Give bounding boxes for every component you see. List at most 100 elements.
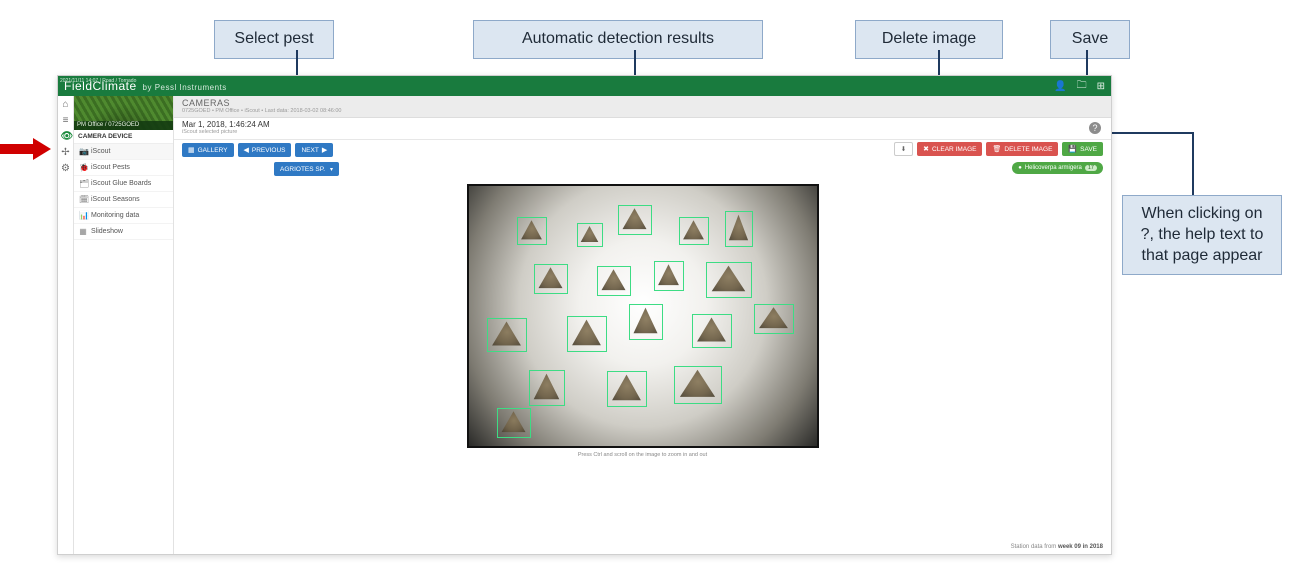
detection-box[interactable] — [654, 261, 684, 291]
annotation-red-arrow — [0, 138, 55, 160]
chevron-right-icon: ▶ — [322, 146, 327, 154]
btn-label: GALLERY — [198, 147, 228, 154]
previous-button[interactable]: ◀PREVIOUS — [238, 143, 292, 157]
detection-box[interactable] — [529, 370, 565, 406]
save-icon: 💾 — [1068, 145, 1077, 153]
date-bar: Mar 1, 2018, 1:46:24 AM iScout selected … — [174, 118, 1111, 140]
detection-box[interactable] — [679, 217, 709, 245]
sidebar-item-label: Slideshow — [91, 228, 123, 235]
detection-box[interactable] — [674, 366, 722, 404]
delete-image-button[interactable]: 🗑DELETE IMAGE — [986, 142, 1058, 156]
pest-dropdown-label: AGRIOTES SP. — [280, 166, 325, 173]
detection-box[interactable] — [629, 304, 663, 340]
detection-box[interactable] — [517, 217, 547, 245]
left-rail: ⌂ ≡ 👁 ✢ ⚙ — [58, 96, 74, 554]
rail-eye-icon[interactable]: 👁 — [61, 132, 71, 142]
rail-gear-icon[interactable]: ⚙ — [61, 164, 71, 174]
help-button[interactable]: ? — [1089, 122, 1101, 134]
detection-count: 17 — [1085, 165, 1097, 171]
chart-icon: 📊 — [79, 211, 87, 220]
sidebar-item-label: iScout Seasons — [91, 196, 140, 203]
leader — [1192, 132, 1194, 195]
topbar-right: 👤 🗀 ⊞ — [1054, 76, 1105, 96]
sidebar-item-iscout[interactable]: 📷 iScout — [74, 144, 173, 160]
user-icon[interactable]: 👤 — [1054, 81, 1066, 92]
callout-select-pest: Select pest — [214, 20, 334, 59]
btn-label: CLEAR IMAGE — [932, 146, 976, 153]
rail-chart-icon[interactable]: ≡ — [61, 116, 71, 126]
gallery-button[interactable]: ▦GALLERY — [182, 143, 234, 157]
detection-pill[interactable]: ● Helicoverpa armigera 17 — [1012, 162, 1103, 174]
detection-box[interactable] — [567, 316, 607, 352]
sidebar-list: 📷 iScout 🐞iScout Pests 🗂iScout Glue Board… — [74, 144, 173, 240]
trash-icon: 🗑 — [992, 145, 1001, 153]
camera-icon: 📷 — [79, 147, 87, 156]
sidebar: PM Office / 0725GOED CAMERA DEVICE 📷iSco… — [74, 96, 174, 554]
sidebar-item-slideshow[interactable]: ▦ Slideshow — [74, 224, 173, 240]
image-subtitle: iScout selected picture — [182, 129, 1103, 135]
detection-box[interactable] — [754, 304, 794, 334]
detection-box[interactable] — [577, 223, 603, 247]
btn-label: SAVE — [1080, 146, 1097, 153]
btn-label: PREVIOUS — [252, 147, 286, 154]
next-button[interactable]: NEXT ▶ — [295, 143, 333, 157]
clear-image-button[interactable]: ✖CLEAR IMAGE — [917, 142, 982, 156]
detection-box[interactable] — [534, 264, 568, 294]
topbar-tiny: 2021/11/11 14:07 | Road / Tornado — [60, 78, 136, 84]
page-title: CAMERAS — [182, 98, 1103, 108]
chevron-left-icon: ◀ — [244, 146, 249, 154]
chevron-down-icon: ▾ — [330, 166, 333, 173]
pest-row: AGRIOTES SP. ▾ ● Helicoverpa armigera 17 — [174, 160, 1111, 178]
pest-dropdown[interactable]: AGRIOTES SP. ▾ — [274, 162, 339, 176]
detection-box[interactable] — [597, 266, 631, 296]
zoom-hint: Press Ctrl and scroll on the image to zo… — [174, 448, 1111, 462]
download-icon: ⬇ — [901, 145, 906, 153]
sidebar-item-glue[interactable]: 🗂iScout Glue Boards — [74, 176, 173, 192]
sidebar-item-label: iScout Pests — [91, 164, 130, 171]
calendar-icon: 🗓 — [79, 195, 87, 204]
detection-box[interactable] — [607, 371, 647, 407]
download-button[interactable]: ⬇ — [894, 142, 913, 156]
detection-box[interactable] — [706, 262, 752, 298]
leader — [1102, 132, 1192, 134]
footer-status: Station data from week 09 in 2018 — [1011, 544, 1103, 550]
breadcrumb-sub: 0725GOED • PM Office • iScout • Last dat… — [182, 108, 1103, 114]
detection-box[interactable] — [487, 318, 527, 352]
sidebar-thumbnail[interactable]: PM Office / 0725GOED — [74, 96, 173, 130]
sidebar-thumb-label: PM Office / 0725GOED — [74, 121, 173, 130]
detection-box[interactable] — [497, 408, 531, 438]
folder-icon[interactable]: 🗀 — [1077, 78, 1087, 95]
detection-box[interactable] — [692, 314, 732, 348]
image-area: Press Ctrl and scroll on the image to zo… — [174, 178, 1111, 468]
callout-text: Automatic detection results — [522, 30, 714, 47]
sidebar-item-seasons[interactable]: 🗓 iScout Seasons — [74, 192, 173, 208]
callout-text: When clicking on ?, the help text to tha… — [1141, 205, 1264, 264]
breadcrumb-bar: CAMERAS 0725GOED • PM Office • iScout • … — [174, 96, 1111, 118]
board-icon: 🗂 — [79, 179, 87, 188]
sidebar-item-label: Monitoring data — [91, 212, 139, 219]
sidebar-item-pests[interactable]: 🐞iScout Pests — [74, 160, 173, 176]
main-panel: CAMERAS 0725GOED • PM Office • iScout • … — [174, 96, 1111, 554]
callout-text: Save — [1072, 30, 1108, 47]
trap-image[interactable] — [467, 184, 819, 448]
callout-save: Save — [1050, 20, 1130, 59]
rail-cactus-icon[interactable]: ✢ — [61, 148, 71, 158]
callout-delete: Delete image — [855, 20, 1003, 59]
detection-label: Helicoverpa armigera — [1025, 165, 1082, 171]
image-timestamp: Mar 1, 2018, 1:46:24 AM — [182, 120, 1103, 129]
sidebar-item-monitoring[interactable]: 📊 Monitoring data — [74, 208, 173, 224]
btn-label: NEXT — [301, 147, 318, 154]
sidebar-item-label: iScout — [91, 148, 110, 155]
callout-help: When clicking on ?, the help text to tha… — [1122, 195, 1282, 275]
eraser-icon: ✖ — [923, 145, 929, 153]
grid-icon: ▦ — [188, 146, 195, 154]
topbar: 2021/11/11 14:07 | Road / Tornado FieldC… — [58, 76, 1111, 96]
footer-prefix: Station data from — [1011, 544, 1058, 550]
save-button[interactable]: 💾SAVE — [1062, 142, 1103, 156]
grid-icon[interactable]: ⊞ — [1097, 81, 1105, 92]
slideshow-icon: ▦ — [79, 227, 87, 236]
rail-home-icon[interactable]: ⌂ — [61, 100, 71, 110]
callout-text: Select pest — [234, 30, 313, 47]
detection-box[interactable] — [725, 211, 753, 247]
detection-box[interactable] — [618, 205, 652, 235]
